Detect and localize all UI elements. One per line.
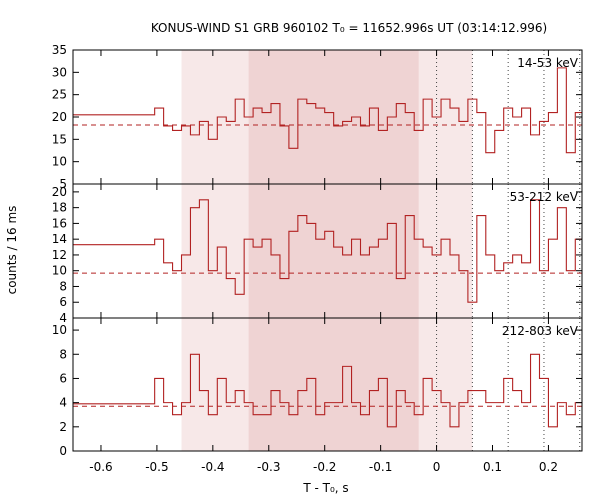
y-tick-label: 8 <box>59 279 67 293</box>
x-tick-label: -0.4 <box>201 460 224 474</box>
panel-frame <box>72 317 583 452</box>
energy-band-label: 53-212 keV <box>510 190 579 204</box>
light-curve-series <box>73 353 582 428</box>
y-tick-label: 5 <box>59 177 67 191</box>
y-tick-label: 10 <box>52 155 67 169</box>
y-tick-label: 6 <box>59 295 67 309</box>
y-tick-label: 10 <box>52 323 67 337</box>
x-tick-label: -0.3 <box>257 460 280 474</box>
shaded-interval <box>181 50 473 184</box>
y-tick-label: 30 <box>52 65 67 79</box>
chart-title: KONUS-WIND S1 GRB 960102 T₀ = 11652.996s… <box>151 21 547 35</box>
y-tick-label: 20 <box>52 185 67 199</box>
y-tick-label: 0 <box>59 444 67 458</box>
panel-3: 0 2 4 6 8 10 212-803 keV <box>52 317 583 458</box>
y-tick-label: 25 <box>52 88 67 102</box>
x-axis-label: T - T₀, s <box>302 481 348 495</box>
x-tick-label: -0.5 <box>145 460 168 474</box>
y-tick-label: 20 <box>52 110 67 124</box>
y-tick-label: 4 <box>59 396 67 410</box>
y-axis-label: counts / 16 ms <box>5 206 19 295</box>
y-tick-label: 15 <box>52 132 67 146</box>
y-tick-label: 12 <box>52 248 67 262</box>
shaded-interval <box>248 318 419 451</box>
shaded-interval <box>181 318 473 451</box>
panel-1: 5 10 15 20 25 30 35 14-53 keV <box>52 43 583 191</box>
shaded-interval <box>181 184 473 318</box>
x-axis: -0.6 -0.5 -0.4 -0.3 -0.2 -0.1 0 0.1 0.2 <box>89 460 558 474</box>
y-tick-label: 10 <box>52 264 67 278</box>
y-tick-label: 16 <box>52 216 67 230</box>
shaded-interval <box>248 184 419 318</box>
x-tick-label: -0.6 <box>89 460 112 474</box>
x-tick-label: 0.2 <box>539 460 558 474</box>
y-tick-label: 14 <box>52 232 67 246</box>
y-tick-label: 18 <box>52 201 67 215</box>
x-tick-label: 0 <box>433 460 441 474</box>
y-tick-label: 8 <box>59 347 67 361</box>
light-curve-series <box>73 199 582 303</box>
y-tick-label: 2 <box>59 420 67 434</box>
y-tick-label: 6 <box>59 371 67 385</box>
x-tick-label: -0.1 <box>369 460 392 474</box>
x-tick-label: 0.1 <box>483 460 502 474</box>
x-tick-label: -0.2 <box>313 460 336 474</box>
light-curve-series <box>73 67 582 154</box>
y-tick-label: 35 <box>52 43 67 57</box>
energy-band-label: 212-803 keV <box>502 324 579 338</box>
energy-band-label: 14-53 keV <box>517 56 579 70</box>
y-tick-label: 4 <box>59 311 67 325</box>
